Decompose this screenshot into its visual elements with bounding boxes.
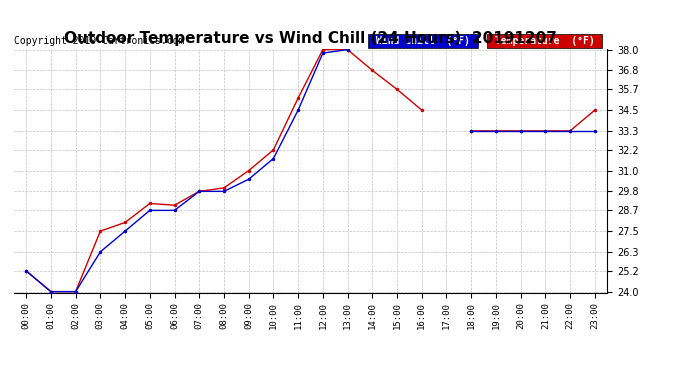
Title: Outdoor Temperature vs Wind Chill (24 Hours)  20191207: Outdoor Temperature vs Wind Chill (24 Ho… xyxy=(64,31,557,46)
Text: Wind Chill  (°F): Wind Chill (°F) xyxy=(370,36,475,46)
Text: Copyright 2019 Cartronics.com: Copyright 2019 Cartronics.com xyxy=(14,36,184,46)
Text: Temperature  (°F): Temperature (°F) xyxy=(489,36,600,46)
